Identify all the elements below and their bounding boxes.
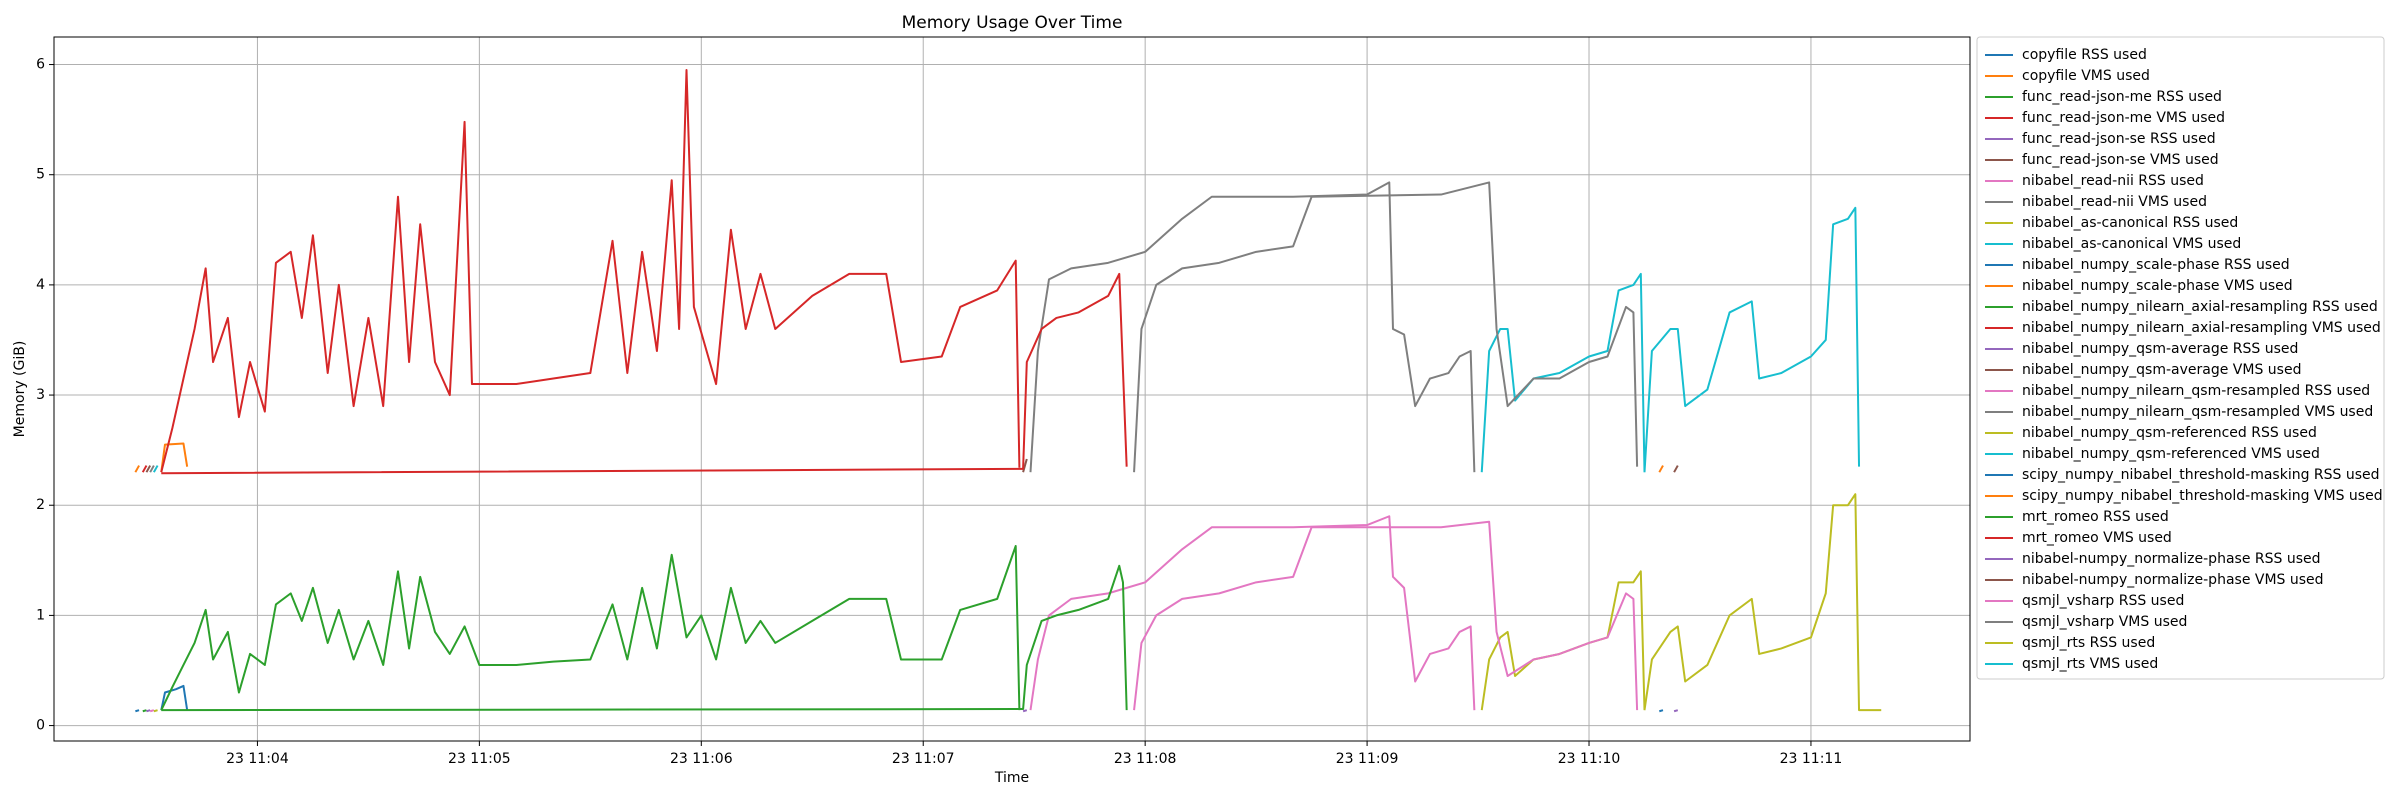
legend-label: qsmjl_rts VMS used	[2022, 656, 2158, 672]
series-line	[141, 465, 148, 473]
series-line	[1029, 181, 1476, 473]
legend-label: nibabel-numpy_normalize-phase VMS used	[2022, 572, 2324, 588]
legend-label: copyfile VMS used	[2022, 68, 2150, 84]
series-line	[160, 684, 189, 711]
legend: copyfile RSS used copyfile VMS used func_r…	[1976, 36, 2385, 680]
x-tick-label: 23 11:08	[1114, 751, 1177, 767]
legend-label: nibabel_numpy_qsm-average RSS used	[2022, 341, 2298, 357]
series-line	[149, 709, 155, 713]
legend-label: qsmjl_rts RSS used	[2022, 635, 2155, 651]
y-axis-label: Memory (GiB)	[12, 341, 28, 438]
legend-label: copyfile RSS used	[2022, 47, 2147, 63]
legend-label: nibabel_numpy_nilearn_axial-resampling V…	[2022, 320, 2381, 336]
legend-label: nibabel_numpy_nilearn_qsm-resampled RSS …	[2022, 383, 2370, 399]
series-line	[161, 564, 1128, 712]
series-line	[1133, 181, 1639, 473]
legend-label: nibabel_numpy_qsm-referenced VMS used	[2022, 446, 2320, 462]
series-line	[1643, 493, 1882, 712]
series-line	[1480, 570, 1646, 711]
series-line	[160, 69, 1021, 473]
series-line	[1133, 520, 1639, 711]
x-tick-label: 23 11:04	[226, 751, 289, 767]
x-tick-label: 23 11:11	[1780, 751, 1843, 767]
legend-label: nibabel_numpy_scale-phase RSS used	[2022, 257, 2290, 273]
series-line	[1673, 465, 1679, 473]
legend-label: func_read-json-se RSS used	[2022, 131, 2216, 147]
legend-label: nibabel_numpy_nilearn_axial-resampling R…	[2022, 299, 2378, 315]
x-tick-label: 23 11:10	[1558, 751, 1621, 767]
y-tick-label: 5	[36, 167, 45, 183]
series-line	[1022, 709, 1028, 713]
series-line	[1643, 206, 1861, 473]
series-line	[160, 545, 1021, 711]
series-line	[1022, 458, 1028, 473]
legend-label: mrt_romeo VMS used	[2022, 530, 2172, 546]
y-tick-label: 3	[36, 387, 45, 403]
legend-label: nibabel_read-nii RSS used	[2022, 173, 2204, 189]
x-axis-label: Time	[994, 770, 1029, 786]
series-line	[160, 442, 189, 473]
y-tick-label: 0	[36, 718, 45, 734]
legend-label: nibabel_numpy_qsm-average VMS used	[2022, 362, 2301, 378]
legend-label: nibabel-numpy_normalize-phase RSS used	[2022, 551, 2321, 567]
series-line	[152, 465, 159, 473]
plot-frame	[53, 36, 1971, 742]
series-line	[1029, 515, 1476, 711]
series-line	[142, 709, 147, 713]
series-line	[145, 465, 152, 473]
x-tick-label: 23 11:06	[670, 751, 733, 767]
legend-label: nibabel_read-nii VMS used	[2022, 194, 2207, 210]
legend-label: func_read-json-se VMS used	[2022, 152, 2219, 168]
legend-label: func_read-json-me VMS used	[2022, 110, 2225, 126]
legend-label: qsmjl_vsharp VMS used	[2022, 614, 2187, 630]
series-line	[146, 709, 151, 713]
series-line	[1659, 709, 1664, 713]
x-tick-label: 23 11:07	[892, 751, 955, 767]
legend-label: func_read-json-me RSS used	[2022, 89, 2222, 105]
y-tick-label: 6	[36, 57, 45, 73]
series-line	[1480, 272, 1646, 473]
legend-label: mrt_romeo RSS used	[2022, 509, 2169, 525]
series-line	[161, 272, 1128, 475]
x-tick-label: 23 11:09	[1336, 751, 1399, 767]
y-tick-label: 4	[36, 277, 45, 293]
legend-label: nibabel_numpy_scale-phase VMS used	[2022, 278, 2293, 294]
series-line	[1658, 465, 1664, 473]
series-line	[135, 709, 140, 713]
legend-label: scipy_numpy_nibabel_threshold-masking VM…	[2022, 488, 2383, 504]
series-line	[1673, 709, 1679, 713]
y-tick-label: 1	[36, 607, 45, 623]
series-line	[149, 465, 155, 473]
legend-label: nibabel_as-canonical RSS used	[2022, 215, 2238, 231]
legend-box	[1976, 36, 2385, 680]
series-line	[153, 709, 158, 713]
chart-title: Memory Usage Over Time	[902, 13, 1123, 33]
legend-label: qsmjl_vsharp RSS used	[2022, 593, 2184, 609]
y-tick-label: 2	[36, 497, 45, 513]
legend-label: nibabel_numpy_nilearn_qsm-resampled VMS …	[2022, 404, 2373, 420]
legend-label: scipy_numpy_nibabel_threshold-masking RS…	[2022, 467, 2380, 483]
legend-label: nibabel_as-canonical VMS used	[2022, 236, 2241, 252]
legend-label: nibabel_numpy_qsm-referenced RSS used	[2022, 425, 2317, 441]
series-line	[134, 465, 140, 473]
x-tick-label: 23 11:05	[448, 751, 511, 767]
